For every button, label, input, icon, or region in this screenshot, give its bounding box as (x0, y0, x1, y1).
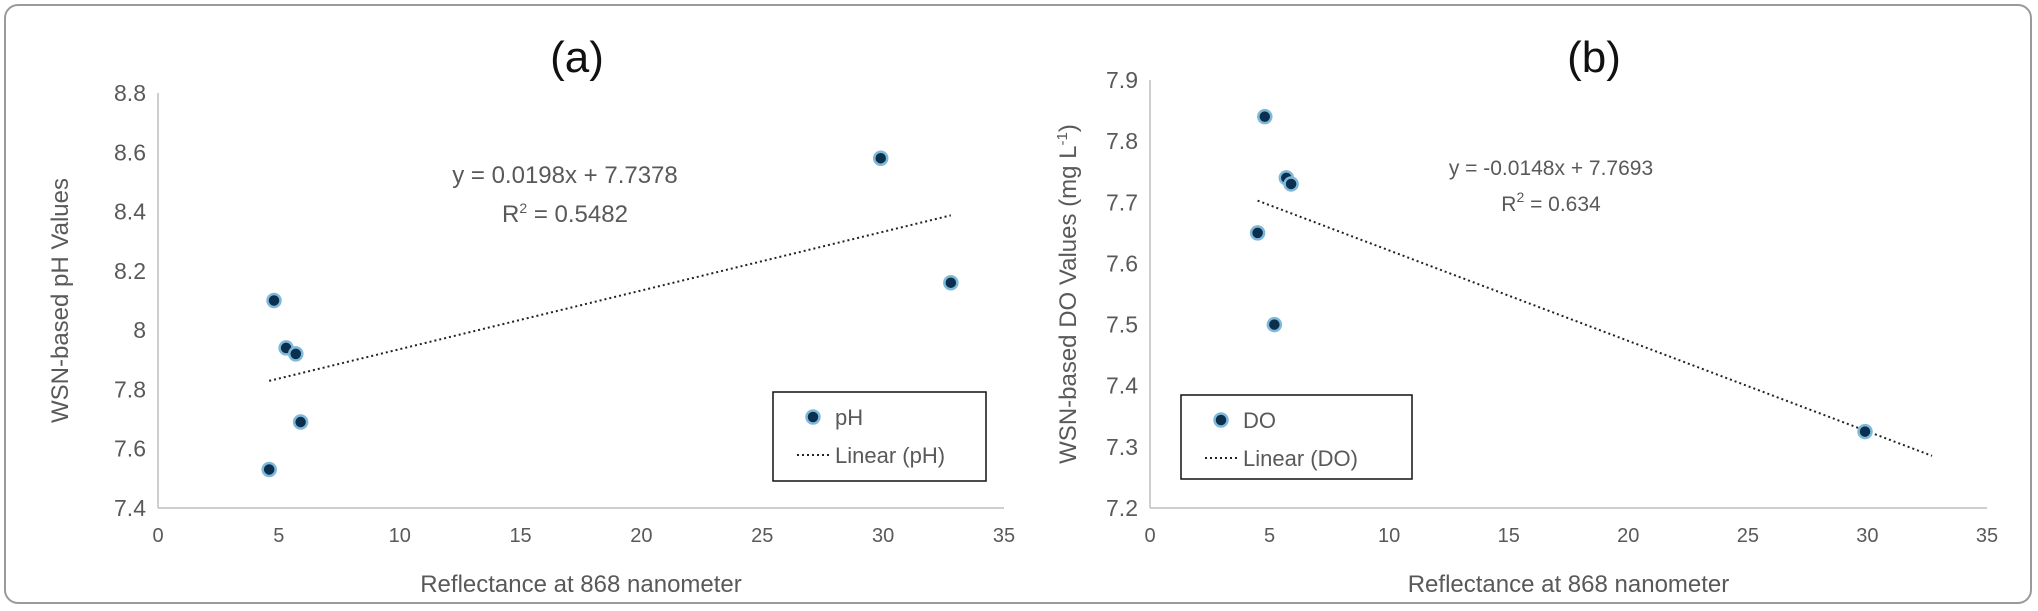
data-point (266, 292, 282, 309)
y-tick-label: 7.5 (1106, 312, 1138, 338)
r-squared-superscript: 2 (1516, 189, 1524, 205)
data-point (943, 274, 959, 291)
r-squared-label: R2 = 0.634 (1501, 189, 1601, 216)
y-axis-label: WSN-based DO Values (mg L-1) (1054, 124, 1082, 464)
r-squared-prefix: R (502, 201, 519, 228)
legend: pH Linear (pH) (772, 391, 987, 482)
x-tick-label: 30 (872, 525, 894, 547)
y-tick-label: 8 (133, 317, 146, 343)
figure-frame (4, 4, 2032, 604)
data-point (1257, 108, 1273, 125)
legend-trendline-label: Linear (DO) (1243, 446, 1358, 471)
x-tick-label: 10 (389, 525, 411, 547)
y-tick-label: 7.8 (114, 376, 146, 402)
data-point (288, 346, 304, 362)
legend-trendline-label: Linear (pH) (835, 443, 945, 468)
y-tick-label: 8.2 (114, 258, 146, 284)
x-tick-label: 0 (1144, 525, 1155, 547)
legend-marker (1213, 412, 1229, 428)
legend-marker (805, 409, 821, 425)
trendline (1257, 199, 1933, 457)
data-point (872, 150, 889, 166)
y-axis-label-superscript: -1 (1054, 132, 1071, 145)
r-squared-label: R2 = 0.5482 (502, 200, 628, 228)
y-tick-label: 7.8 (1106, 128, 1138, 154)
data-point (261, 461, 277, 478)
y-tick-label: 8.4 (114, 199, 146, 225)
data-point (292, 414, 309, 430)
x-tick-label: 35 (1976, 525, 1998, 547)
legend: DO Linear (DO) (1180, 394, 1413, 480)
x-tick-label: 15 (509, 525, 531, 547)
trendline-equation: y = -0.0148x + 7.7693 (1449, 157, 1653, 180)
y-tick-label: 8.8 (114, 80, 146, 106)
legend-box (1180, 394, 1413, 480)
data-point (1857, 423, 1873, 440)
y-axis-label-text: WSN-based DO Values (mg L (1055, 146, 1082, 464)
x-tick-label: 5 (273, 525, 284, 547)
x-tick-label: 10 (1378, 525, 1400, 547)
r-squared-value: = 0.634 (1524, 193, 1601, 216)
x-tick-label: 5 (1264, 525, 1275, 547)
y-tick-label: 7.6 (114, 436, 146, 462)
y-tick-label: 7.4 (1106, 373, 1138, 399)
x-tick-label: 30 (1856, 525, 1878, 547)
r-squared-superscript: 2 (519, 200, 527, 216)
x-axis-label: Reflectance at 868 nanometer (1408, 571, 1730, 598)
panel-label: (b) (1567, 33, 1621, 82)
data-point (1249, 225, 1266, 241)
y-tick-label: 7.4 (114, 495, 146, 521)
legend-series-label: pH (835, 405, 863, 430)
legend-box (772, 391, 987, 482)
r-squared-prefix: R (1501, 193, 1516, 216)
panel-label: (a) (550, 33, 604, 82)
y-tick-label: 7.6 (1106, 250, 1138, 276)
data-point (1283, 176, 1299, 192)
y-tick-label: 7.2 (1106, 495, 1138, 521)
y-tick-label: 8.6 (114, 139, 146, 165)
y-tick-label: 7.9 (1106, 67, 1138, 93)
x-tick-label: 20 (1617, 525, 1639, 547)
y-tick-label: 7.3 (1106, 434, 1138, 460)
data-point (1266, 316, 1283, 333)
x-axis-label: Reflectance at 868 nanometer (420, 571, 742, 598)
x-tick-label: 25 (1737, 525, 1759, 547)
chart-panel-a: (a) 0 5 10 15 20 25 30 35 7.4 7.6 7.8 8 8.2 8.4 8.6 8.8 R… (47, 33, 1015, 598)
x-tick-label: 15 (1498, 525, 1520, 547)
x-tick-label: 20 (630, 525, 652, 547)
trendline (268, 214, 952, 382)
trendline-equation: y = 0.0198x + 7.7378 (452, 162, 678, 189)
legend-series-label: DO (1243, 408, 1276, 433)
x-tick-label: 0 (152, 525, 163, 547)
x-tick-label: 35 (993, 525, 1015, 547)
y-tick-label: 7.7 (1106, 189, 1138, 215)
y-axis-label-end: ) (1055, 124, 1082, 132)
y-axis-label: WSN-based pH Values (47, 178, 74, 423)
chart-panel-b: (b) 0 5 10 15 20 25 30 35 7.2 7.3 7.4 7.5 7.6 7.7 7.8 7.… (1054, 33, 1998, 598)
r-squared-value: = 0.5482 (527, 201, 628, 228)
x-tick-label: 25 (751, 525, 773, 547)
